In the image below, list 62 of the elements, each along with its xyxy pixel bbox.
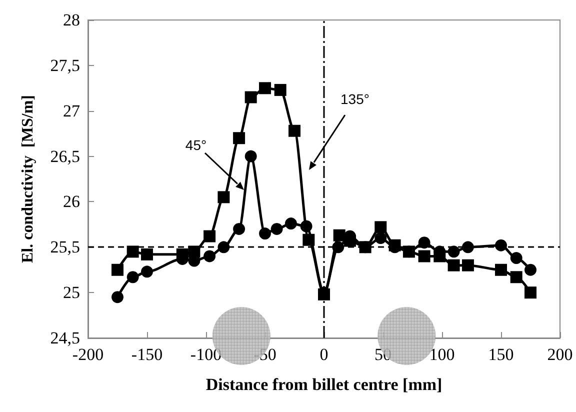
point (204, 250, 216, 262)
x-tick-label: -100 (190, 345, 222, 364)
point (141, 266, 153, 278)
point (302, 234, 315, 246)
point (374, 232, 387, 244)
y-tick-label: 27,5 (50, 56, 80, 75)
point (434, 250, 446, 262)
point (524, 286, 536, 299)
y-tick-label: 24,5 (50, 328, 80, 348)
point (176, 248, 188, 260)
point (204, 230, 216, 242)
point (244, 150, 257, 162)
x-tick-label: 100 (429, 345, 455, 364)
point (402, 246, 415, 258)
point (288, 124, 300, 137)
y-axis-title: El. conductivity [MS/m] (20, 95, 36, 263)
x-tick-label: 50 (374, 345, 392, 364)
annotation: 45° (185, 137, 207, 153)
point (259, 228, 271, 240)
point (126, 271, 139, 284)
x-tick-label: -150 (131, 345, 163, 364)
point (270, 222, 283, 235)
point (418, 236, 430, 249)
point (495, 239, 507, 252)
point (233, 222, 246, 235)
point (359, 241, 372, 254)
point (448, 259, 460, 272)
point (233, 132, 246, 144)
point (448, 246, 460, 258)
point (374, 221, 387, 234)
point (218, 191, 230, 204)
point (510, 252, 522, 264)
point (188, 246, 200, 258)
point (524, 264, 536, 276)
point (126, 246, 139, 258)
point (274, 84, 286, 96)
point (333, 229, 346, 242)
point (462, 259, 474, 272)
point (510, 271, 522, 284)
y-tick-label: 28 (63, 10, 80, 30)
point (141, 248, 153, 260)
point (495, 264, 507, 276)
x-tick-label: 200 (547, 345, 573, 364)
x-tick-label: 0 (320, 345, 328, 364)
point (344, 234, 356, 247)
y-tick-label: 25 (63, 283, 80, 302)
x-axis-title: Distance from billet centre [mm] (206, 375, 442, 394)
x-tick-label: -200 (72, 345, 104, 364)
annotation: 135° (340, 91, 370, 107)
y-tick-label: 27 (63, 101, 80, 120)
point (112, 291, 124, 304)
point (284, 218, 297, 230)
x-tick-label: -50 (254, 345, 276, 364)
y-tick-label: 26 (63, 192, 80, 212)
point (259, 82, 271, 94)
y-tick-label: 25,5 (50, 238, 80, 257)
point (244, 91, 257, 104)
point (300, 220, 312, 232)
point (418, 250, 430, 262)
point (112, 264, 124, 276)
y-tick-label: 26,5 (50, 146, 80, 166)
x-tick-label: 150 (488, 345, 514, 364)
